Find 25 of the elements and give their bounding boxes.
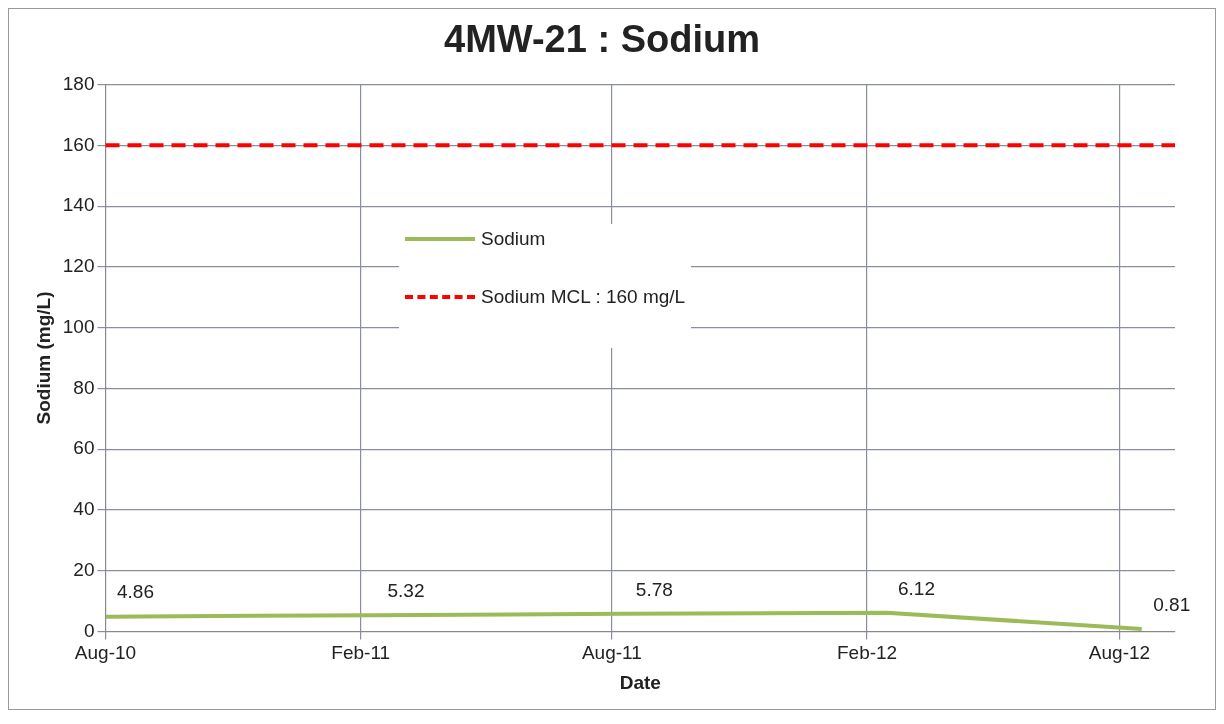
x-axis-title: Date <box>619 671 661 693</box>
data-label: 4.86 <box>117 581 154 603</box>
y-tick-label: 60 <box>73 437 95 459</box>
x-tick-label: Feb-12 <box>836 642 898 664</box>
data-label: 5.78 <box>635 578 673 600</box>
y-tick-label: 20 <box>73 558 95 580</box>
legend-label: Sodium MCL : 160 mg/L <box>481 286 686 308</box>
x-tick-label: Aug-10 <box>74 642 137 664</box>
y-tick-label: 120 <box>62 255 95 277</box>
legend-label: Sodium <box>481 228 546 250</box>
data-label: 5.32 <box>387 579 425 601</box>
y-tick-label: 40 <box>73 498 95 520</box>
y-tick-label: 180 <box>62 72 95 94</box>
x-tick-label: Aug-12 <box>1088 642 1151 664</box>
y-tick-label: 0 <box>83 619 95 641</box>
x-tick-label: Feb-11 <box>331 642 391 664</box>
x-tick-label: Aug-11 <box>581 642 642 664</box>
data-label: 6.12 <box>897 577 935 599</box>
y-tick-label: 100 <box>62 315 95 337</box>
y-tick-label: 140 <box>62 194 95 216</box>
y-tick-label: 80 <box>73 376 95 398</box>
y-tick-label: 160 <box>62 133 95 155</box>
data-label: 0.81 <box>1153 593 1191 615</box>
chart-title: 4MW-21 : Sodium <box>444 18 760 61</box>
y-axis-title: Sodium (mg/L) <box>32 291 54 425</box>
